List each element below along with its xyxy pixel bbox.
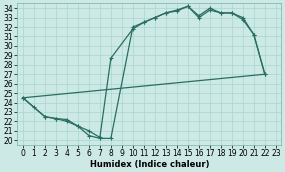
X-axis label: Humidex (Indice chaleur): Humidex (Indice chaleur) [89,159,209,169]
